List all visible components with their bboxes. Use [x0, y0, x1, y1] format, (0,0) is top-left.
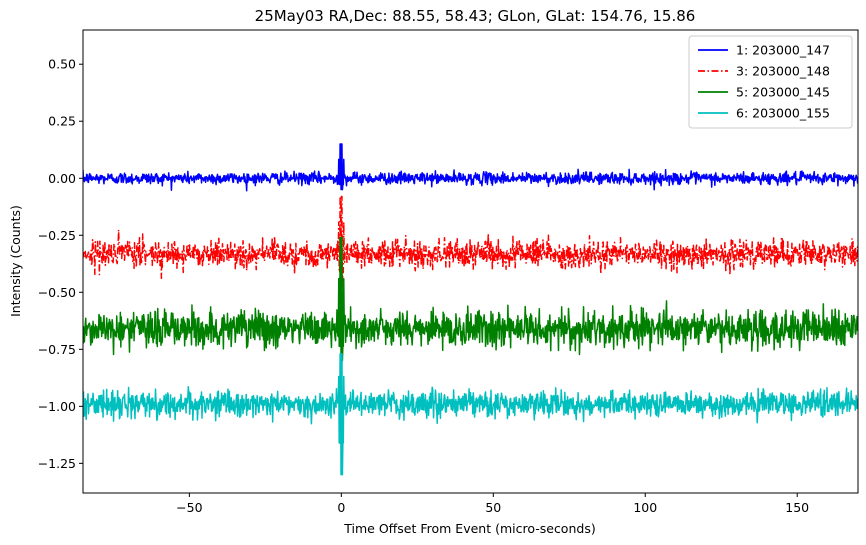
legend: 1: 203000_147 3: 203000_148 5: 203000_145 6…: [688, 35, 853, 129]
y-axis-label: Intensity (Counts): [8, 205, 23, 317]
series-line: [83, 236, 858, 362]
y-tick-label: −0.75: [38, 342, 76, 357]
series-line: [83, 143, 858, 192]
chart-title: 25May03 RA,Dec: 88.55, 58.43; GLon, GLat…: [255, 7, 696, 25]
legend-box: [688, 35, 853, 129]
x-tick-label: 150: [785, 500, 809, 515]
legend-entry: 3: 203000_148: [736, 64, 830, 79]
x-tick-label: 100: [633, 500, 657, 515]
y-tick-label: −0.25: [38, 228, 76, 243]
y-tick-label: 0.50: [48, 57, 76, 72]
y-tick-label: −1.00: [38, 399, 76, 414]
x-tick-label: −50: [176, 500, 202, 515]
y-axis: 0.50 0.25 0.00 −0.25 −0.50 −0.75 −1.00 −1.25: [38, 57, 83, 471]
x-axis: −50 0 50 100 150: [176, 493, 809, 515]
plot-area: [83, 143, 858, 476]
legend-entry: 6: 203000_155: [736, 106, 830, 121]
legend-entry: 1: 203000_147: [736, 43, 830, 58]
y-tick-label: −1.25: [38, 456, 76, 471]
x-tick-label: 50: [485, 500, 501, 515]
series-line: [83, 195, 858, 289]
y-tick-label: −0.50: [38, 285, 76, 300]
x-tick-label: 0: [337, 500, 345, 515]
legend-entry: 5: 203000_145: [736, 85, 830, 100]
plot-frame: [82, 29, 859, 494]
x-axis-label: Time Offset From Event (micro-seconds): [343, 521, 595, 536]
y-tick-label: 0.25: [48, 114, 76, 129]
y-tick-label: 0.00: [48, 171, 76, 186]
series-line: [83, 353, 858, 476]
